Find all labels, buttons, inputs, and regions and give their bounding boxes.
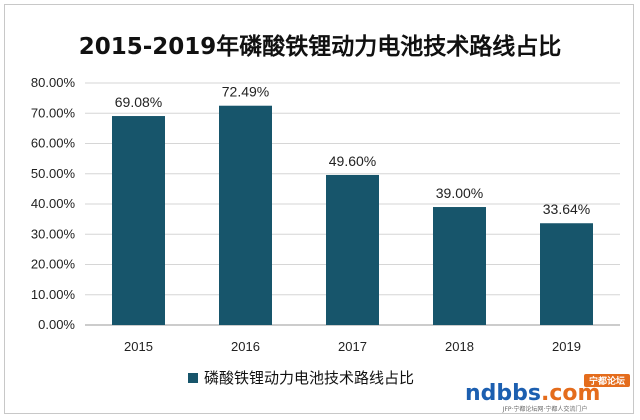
x-tick-label: 2018 xyxy=(445,339,474,354)
bars xyxy=(112,105,593,326)
y-tick-label: 50.00% xyxy=(31,166,76,181)
y-tick-label: 0.00% xyxy=(38,317,75,332)
data-label-2018: 39.00% xyxy=(436,185,483,201)
legend-label: 磷酸铁锂动力电池技术路线占比 xyxy=(204,369,414,387)
watermark-badge xyxy=(584,374,630,387)
svg-text:ndbbs.com: ndbbs.com xyxy=(465,381,600,406)
legend-swatch xyxy=(188,373,198,383)
x-tick-label: 2017 xyxy=(338,339,367,354)
data-labels: 69.08% 72.49% 49.60% 39.00% 33.64% xyxy=(115,84,590,218)
data-label-2015: 69.08% xyxy=(115,94,162,110)
bar-chart: 2015-2019年磷酸铁锂动力电池技术路线占比 0.00% 10.00% 20.0… xyxy=(31,33,630,413)
chart-frame: 2015-2019年磷酸铁锂动力电池技术路线占比 0.00% 10.00% 20.0… xyxy=(4,4,634,414)
data-label-2016: 72.49% xyxy=(222,84,269,100)
y-tick-label: 20.00% xyxy=(31,257,76,272)
watermark-logo: ndbbs.com 宁都论坛 JFP·宁都论坛网·宁都人交流门户 xyxy=(465,374,630,413)
bar-2016 xyxy=(219,105,272,326)
y-tick-label: 70.00% xyxy=(31,105,76,120)
data-label-2017: 49.60% xyxy=(329,153,376,169)
y-tick-label: 30.00% xyxy=(31,226,76,241)
chart-title: 2015-2019年磷酸铁锂动力电池技术路线占比 xyxy=(79,33,562,60)
watermark-subtitle: JFP·宁都论坛网·宁都人交流门户 xyxy=(502,405,588,413)
data-label-2019: 33.64% xyxy=(543,201,590,217)
bar-2019 xyxy=(540,223,593,325)
watermark-prefix: ndbbs xyxy=(465,381,541,406)
legend: 磷酸铁锂动力电池技术路线占比 xyxy=(188,369,414,387)
x-axis-ticks: 2015 2016 2017 2018 2019 xyxy=(124,339,581,354)
bar-2015 xyxy=(112,116,165,326)
bar-2017 xyxy=(326,174,379,325)
x-tick-label: 2015 xyxy=(124,339,153,354)
y-tick-label: 60.00% xyxy=(31,136,76,151)
y-tick-label: 40.00% xyxy=(31,196,76,211)
x-tick-label: 2019 xyxy=(552,339,581,354)
y-axis-ticks: 0.00% 10.00% 20.00% 30.00% 40.00% 50.00% 60.00… xyxy=(31,75,76,332)
y-tick-label: 80.00% xyxy=(31,75,76,90)
bar-2018 xyxy=(433,207,486,325)
y-tick-label: 10.00% xyxy=(31,287,76,302)
watermark-badge-text: 宁都论坛 xyxy=(589,375,625,387)
x-tick-label: 2016 xyxy=(231,339,260,354)
